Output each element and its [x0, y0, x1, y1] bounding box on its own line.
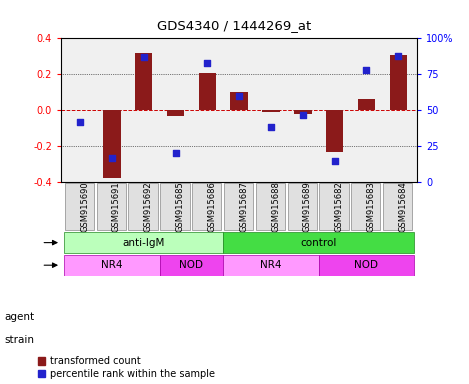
Text: NOD: NOD [180, 260, 204, 270]
Text: agent: agent [5, 312, 35, 322]
Bar [294, 110, 311, 114]
Point [172, 150, 179, 156]
FancyBboxPatch shape [224, 183, 253, 230]
FancyBboxPatch shape [64, 255, 159, 276]
Text: strain: strain [5, 335, 35, 345]
FancyBboxPatch shape [159, 255, 223, 276]
Text: GSM915690: GSM915690 [80, 181, 89, 232]
FancyBboxPatch shape [192, 183, 221, 230]
Text: GSM915689: GSM915689 [303, 181, 312, 232]
FancyBboxPatch shape [64, 232, 223, 253]
Text: anti-IgM: anti-IgM [122, 238, 165, 248]
Text: GSM915691: GSM915691 [112, 181, 121, 232]
Bar [262, 110, 280, 112]
Point [108, 155, 116, 161]
Legend: transformed count, percentile rank within the sample: transformed count, percentile rank withi… [38, 356, 215, 379]
FancyBboxPatch shape [223, 232, 414, 253]
Bar [167, 110, 184, 116]
FancyBboxPatch shape [319, 255, 414, 276]
Bar [358, 99, 375, 110]
Text: GSM915682: GSM915682 [335, 181, 344, 232]
Point [235, 93, 243, 99]
Bar [103, 110, 121, 179]
Text: GSM915687: GSM915687 [239, 181, 248, 232]
Text: control: control [301, 238, 337, 248]
Point [76, 119, 84, 125]
FancyBboxPatch shape [97, 183, 126, 230]
Point [331, 157, 339, 164]
Text: GSM915685: GSM915685 [175, 181, 184, 232]
FancyBboxPatch shape [129, 183, 158, 230]
Text: GSM915686: GSM915686 [207, 181, 216, 232]
Point [299, 111, 307, 118]
FancyBboxPatch shape [351, 183, 380, 230]
Point [204, 60, 211, 66]
Text: GSM915692: GSM915692 [144, 181, 153, 232]
FancyBboxPatch shape [383, 183, 412, 230]
Point [267, 124, 275, 131]
Text: NR4: NR4 [101, 260, 122, 270]
FancyBboxPatch shape [223, 255, 319, 276]
FancyBboxPatch shape [287, 183, 317, 230]
Text: GSM915684: GSM915684 [398, 181, 407, 232]
Text: GSM915683: GSM915683 [366, 181, 376, 232]
Bar [135, 53, 152, 110]
FancyBboxPatch shape [65, 183, 94, 230]
Bar [230, 92, 248, 110]
Text: GDS4340 / 1444269_at: GDS4340 / 1444269_at [158, 19, 311, 32]
Text: NR4: NR4 [260, 260, 282, 270]
Point [394, 53, 402, 59]
Bar [198, 73, 216, 110]
FancyBboxPatch shape [319, 183, 348, 230]
Point [363, 67, 370, 73]
Text: NOD: NOD [355, 260, 378, 270]
Bar [390, 55, 407, 110]
FancyBboxPatch shape [160, 183, 189, 230]
Point [140, 54, 147, 60]
FancyBboxPatch shape [256, 183, 285, 230]
Text: GSM915688: GSM915688 [271, 181, 280, 232]
Bar [326, 110, 343, 152]
